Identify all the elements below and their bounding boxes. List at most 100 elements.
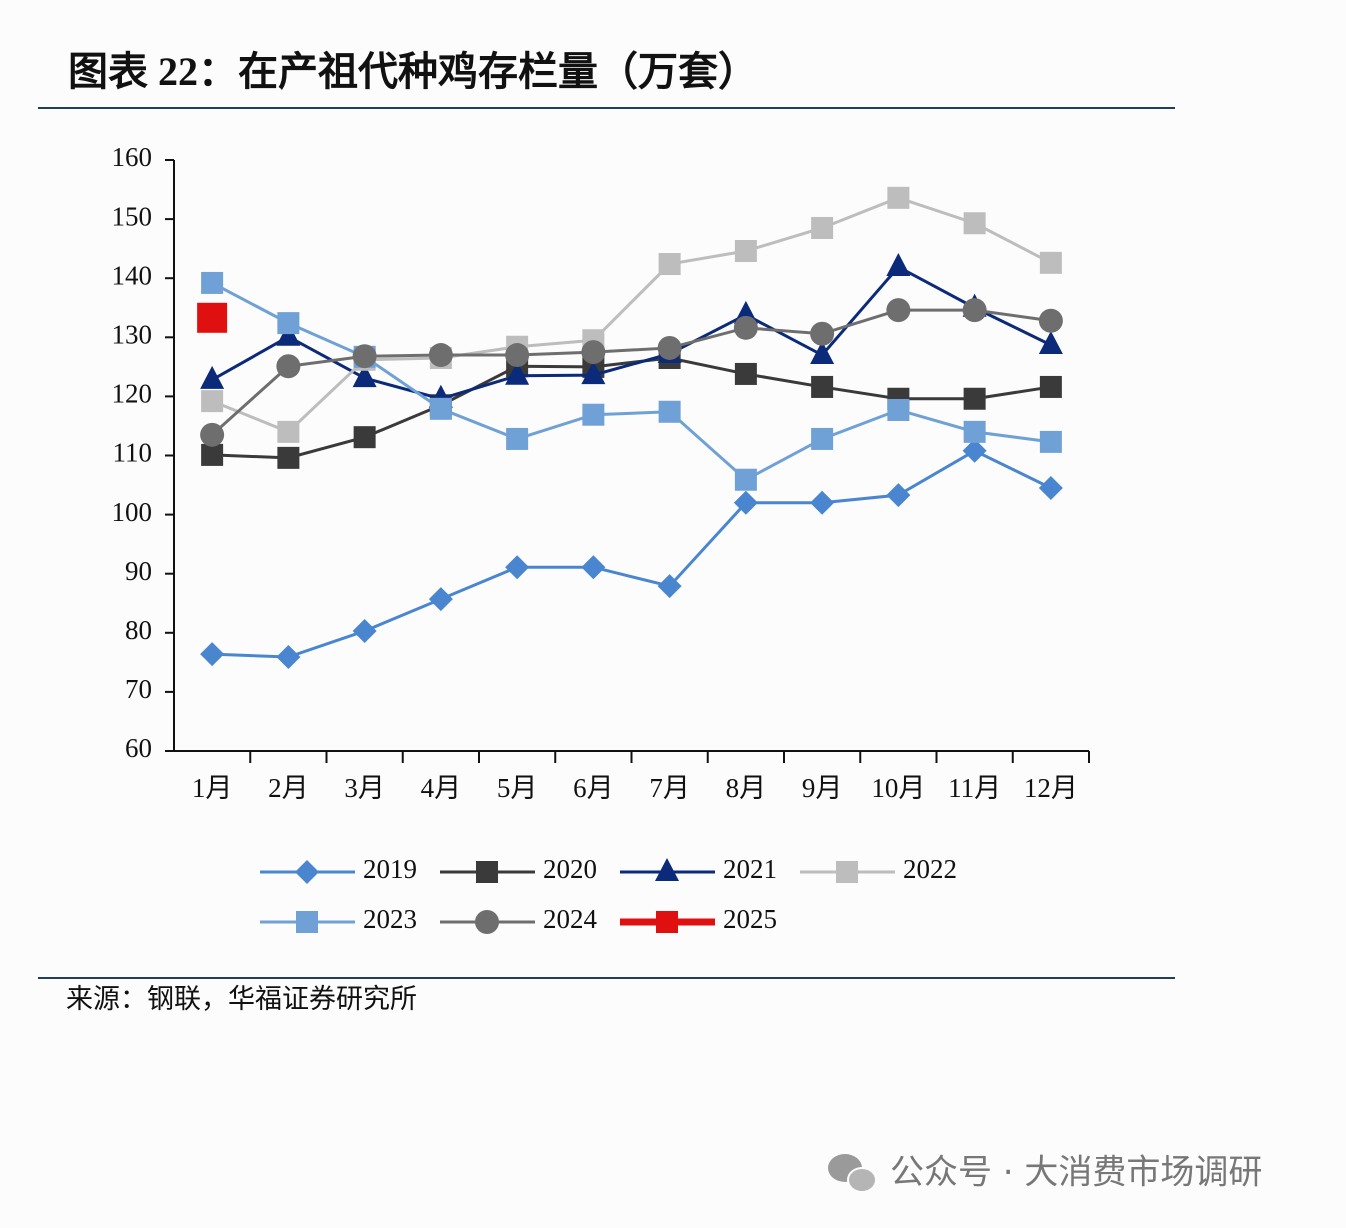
legend-marker [655,858,679,881]
marker [734,240,757,263]
marker [658,253,681,276]
marker [581,555,606,580]
marker [810,321,835,346]
marker [1038,330,1063,354]
marker [581,340,606,365]
y-tick-label: 140 [112,260,153,290]
marker [352,619,377,644]
x-tick-label: 3月 [344,773,385,803]
marker [200,365,225,389]
marker [277,312,300,335]
legend-label: 2021 [723,854,777,884]
y-tick-label: 150 [112,201,153,231]
marker [810,490,835,515]
marker [428,587,453,612]
marker [811,375,834,398]
x-tick-label: 11月 [948,773,1001,803]
series-line [211,308,1052,436]
legend-marker [295,860,319,884]
marker [962,298,987,323]
marker [1039,251,1062,274]
marker [1038,308,1063,333]
chart-title: 图表 22：在产祖代种鸡存栏量（万套） [68,49,758,94]
marker [276,322,301,346]
marker [506,427,529,450]
marker [201,390,224,413]
marker [657,335,682,360]
series-line [212,356,1052,460]
legend-label: 2022 [903,854,957,884]
marker [658,400,681,423]
marker [277,420,300,443]
marker [582,403,605,426]
x-tick-label: 7月 [649,773,690,803]
x-tick-label: 10月 [871,773,925,803]
marker [886,298,911,323]
marker [1039,375,1062,398]
y-tick-label: 70 [125,674,152,704]
x-tick-label: 4月 [421,773,462,803]
y-tick-label: 120 [112,379,153,409]
legend-marker [476,861,498,883]
y-tick-label: 110 [113,438,153,468]
marker [1038,476,1063,501]
marker [963,212,986,235]
x-tick-label: 8月 [726,773,767,803]
marker [200,642,225,667]
marker [505,361,530,385]
x-tick-label: 9月 [802,773,843,803]
marker [734,468,757,491]
legend-label: 2023 [363,904,417,934]
legend-marker [836,861,858,883]
marker [734,362,757,385]
y-tick-label: 160 [112,142,153,172]
marker [197,302,228,333]
legend-label: 2020 [543,854,597,884]
marker [811,216,834,239]
marker [201,443,224,466]
marker [811,427,834,450]
legend-label: 2019 [363,854,417,884]
marker [657,574,682,599]
marker [201,271,224,294]
marker [352,364,377,388]
x-tick-label: 5月 [497,773,538,803]
y-tick-label: 60 [125,733,152,763]
legend-marker [475,910,499,934]
marker [276,645,301,670]
legend-marker [656,911,678,933]
x-tick-label: 2月 [268,773,309,803]
series-line [212,449,1052,659]
y-tick-label: 80 [125,615,152,645]
marker [733,315,758,340]
y-tick-label: 100 [112,497,153,527]
marker [581,361,606,385]
legend-label: 2025 [723,904,777,934]
legend-marker [296,911,318,933]
marker [963,420,986,443]
marker [1039,430,1062,453]
y-tick-label: 90 [125,556,152,586]
series-line [211,281,1052,482]
marker [277,446,300,469]
x-tick-label: 12月 [1024,773,1078,803]
marker [505,555,530,580]
marker [352,344,377,369]
marker [887,398,910,421]
marker [353,426,376,449]
marker [733,490,758,515]
marker [887,186,910,209]
watermark: 公众号 · 大消费市场调研 [890,1153,1262,1193]
marker [505,343,530,368]
marker [428,343,453,368]
marker [886,252,911,276]
legend-label: 2024 [543,904,598,934]
series-line [211,196,1052,434]
x-tick-label: 1月 [192,773,233,803]
marker [200,422,225,447]
marker [962,438,987,463]
watermark-icon [828,1154,877,1193]
marker [429,397,452,420]
